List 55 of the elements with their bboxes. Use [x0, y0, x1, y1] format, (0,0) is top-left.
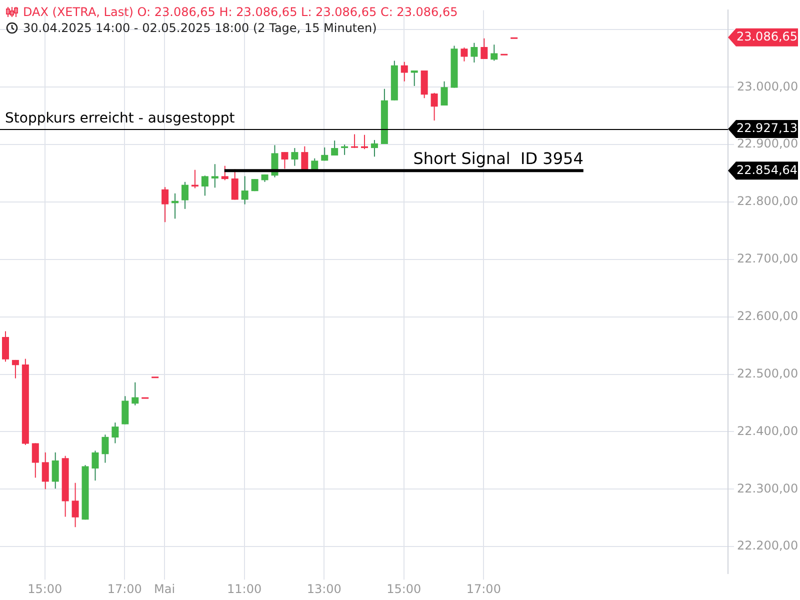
y-tick-label: 22.300,00 [737, 481, 798, 496]
text: 23.086,65 [736, 30, 798, 44]
candlestick [132, 382, 139, 406]
x-tick-label: 17:00 [466, 582, 501, 596]
candlestick [351, 134, 358, 149]
text: 30.04.2025 14:00 - 02.05.2025 18:00 (2 Tage, 15 Minuten) [23, 20, 377, 36]
y-tick-label: 22.200,00 [737, 538, 798, 553]
x-tick-label: 13:00 [306, 582, 342, 596]
x-tick-label: 11:00 [227, 582, 262, 596]
candlestick [331, 140, 338, 156]
candlestick [12, 359, 19, 379]
candlestick [102, 434, 109, 464]
candlestick [241, 176, 248, 205]
candlestick [162, 186, 169, 223]
candlestick [221, 165, 228, 181]
candlestick [410, 70, 418, 87]
candlestick [490, 44, 498, 62]
x-tick-label: 17:00 [107, 582, 142, 596]
x-tick-label: Mai [154, 582, 176, 596]
candlestick [112, 422, 119, 444]
y-tick-label: 22.800,00 [737, 194, 798, 208]
ref-line-label: Stoppkurs erreicht - ausgestoppt [5, 110, 236, 127]
y-tick-label: 22.700,00 [737, 252, 798, 266]
y-tick-label: 22.400,00 [737, 424, 798, 438]
candlestick [291, 148, 298, 166]
y-tick-label: 22.600,00 [737, 309, 798, 324]
chart-title: DAX (XETRA, Last) O: 23.086,65 H: 23.086,65 L: 23.086,65 C: 23.086,65 [23, 4, 458, 20]
candlestick [470, 42, 478, 63]
candlestick [440, 80, 448, 106]
candlestick [52, 452, 59, 490]
candlestick [460, 47, 468, 62]
candlestick [400, 61, 408, 82]
candlestick [211, 164, 218, 188]
candlestick [370, 139, 378, 158]
candlestick [181, 181, 188, 210]
candlestick [2, 330, 9, 362]
candlestick [281, 152, 288, 170]
x-tick-label: 15:00 [386, 582, 422, 596]
candlestick [42, 452, 49, 490]
candlestick [32, 442, 39, 478]
y-tick-label: 22.500,00 [737, 366, 798, 380]
y-tick-label: 22.900,00 [737, 136, 798, 151]
candlestick [201, 175, 208, 196]
x-tick-label: 15:00 [28, 582, 62, 596]
candlestick [321, 146, 328, 162]
candlestick [72, 482, 79, 528]
candlestick [251, 178, 258, 192]
y-tick-label: 23.000,00 [737, 79, 798, 94]
candlestick [92, 450, 99, 482]
series-label: Short Signal ID 3954 [413, 148, 584, 168]
candlestick [430, 92, 438, 121]
text: 22.927,13 [736, 121, 798, 136]
candlestick [480, 38, 488, 60]
text: 22.854,64 [736, 162, 798, 177]
candlestick [122, 396, 129, 425]
